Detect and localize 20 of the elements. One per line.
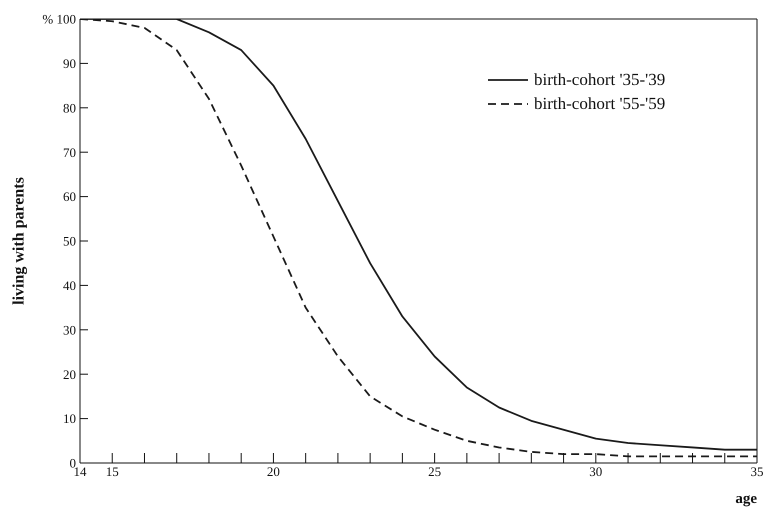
y-tick-label: 10 bbox=[63, 411, 76, 426]
legend-label: birth-cohort '35-'39 bbox=[534, 69, 666, 91]
y-tick-label: % 100 bbox=[42, 12, 76, 27]
x-tick-label: 15 bbox=[106, 464, 119, 480]
y-tick-label: 90 bbox=[63, 56, 76, 72]
y-tick-label: 80 bbox=[63, 100, 76, 116]
x-tick-label: 20 bbox=[266, 464, 280, 480]
y-tick-label: 60 bbox=[63, 189, 76, 204]
y-tick-label: 70 bbox=[63, 144, 76, 160]
y-axis-title: living with parents bbox=[10, 177, 28, 305]
y-tick-label: 20 bbox=[63, 366, 76, 382]
y-tick-label: 0 bbox=[70, 456, 76, 471]
x-tick-label: 35 bbox=[750, 464, 764, 480]
y-tick-label: 40 bbox=[63, 278, 76, 294]
y-tick-label: 30 bbox=[63, 322, 76, 338]
x-axis-title: age bbox=[735, 491, 758, 507]
x-tick-label: 30 bbox=[589, 464, 602, 480]
x-tick-label: 25 bbox=[428, 464, 442, 480]
legend-label: birth-cohort '55-'59 bbox=[534, 93, 666, 115]
y-tick-label: 50 bbox=[63, 234, 76, 249]
